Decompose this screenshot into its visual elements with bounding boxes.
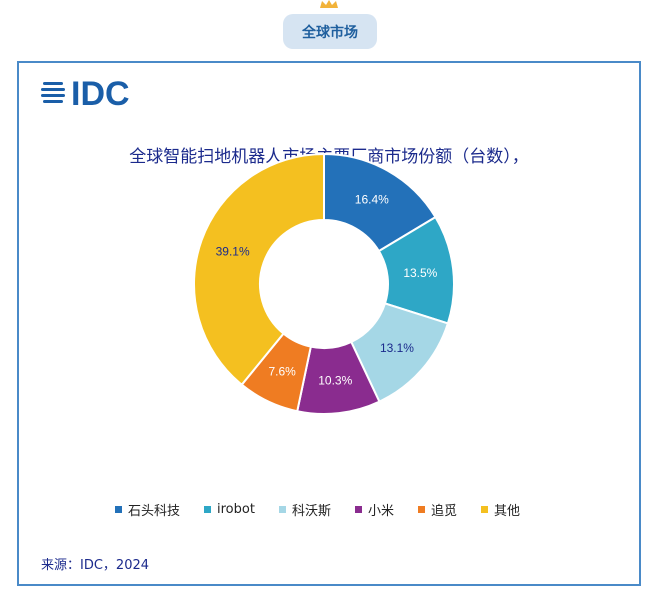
- donut-slice-5: [193, 152, 325, 387]
- legend-item-0: 石头科技: [115, 500, 180, 519]
- donut-chart: 16.4% 13.5% 13.1% 10.3% 7.6% 39.1%: [193, 152, 455, 415]
- legend-swatch-2: [278, 505, 286, 513]
- donut-label-5: 39.1%: [216, 244, 250, 258]
- donut-label-1: 13.5%: [403, 266, 437, 280]
- donut-slice-0: [323, 152, 437, 253]
- donut-label-2: 13.1%: [380, 341, 414, 355]
- source-note: 来源：IDC，2024: [41, 558, 150, 573]
- legend-item-3: 小米: [354, 500, 394, 519]
- donut-label-3: 10.3%: [318, 373, 352, 387]
- legend-item-2: 科沃斯: [278, 500, 331, 519]
- donut-label-0: 16.4%: [355, 193, 389, 207]
- legend-label-2: 科沃斯: [291, 503, 331, 519]
- legend-swatch-0: [115, 505, 122, 513]
- legend-item-1: irobot: [204, 502, 255, 517]
- chart-panel: IDC 全球智能扫地机器人市场主要厂商市场份额（台数）， 2024Q3 16.4…: [17, 61, 641, 586]
- legend-item-5: 其他: [481, 500, 520, 519]
- legend-swatch-1: [204, 505, 212, 513]
- idc-logo: IDC: [41, 75, 130, 110]
- legend-swatch-5: [481, 505, 488, 513]
- legend-swatch-4: [417, 505, 425, 513]
- legend-label-5: 其他: [494, 503, 521, 519]
- legend-label-1: irobot: [217, 501, 255, 517]
- legend-label-3: 小米: [367, 503, 394, 519]
- legend-item-4: 追觅: [417, 500, 457, 519]
- legend-label-0: 石头科技: [128, 503, 181, 519]
- legend-label-4: 追觅: [430, 503, 457, 519]
- legend-swatch-3: [354, 505, 362, 513]
- market-tag: 全球市场: [283, 14, 377, 49]
- chart-legend: 石头科技 irobot 科沃斯 小米 追觅 其他: [115, 499, 544, 519]
- donut-label-4: 7.6%: [268, 365, 296, 379]
- logo-text: IDC: [71, 75, 130, 110]
- crown-decoration-icon: [320, 0, 338, 8]
